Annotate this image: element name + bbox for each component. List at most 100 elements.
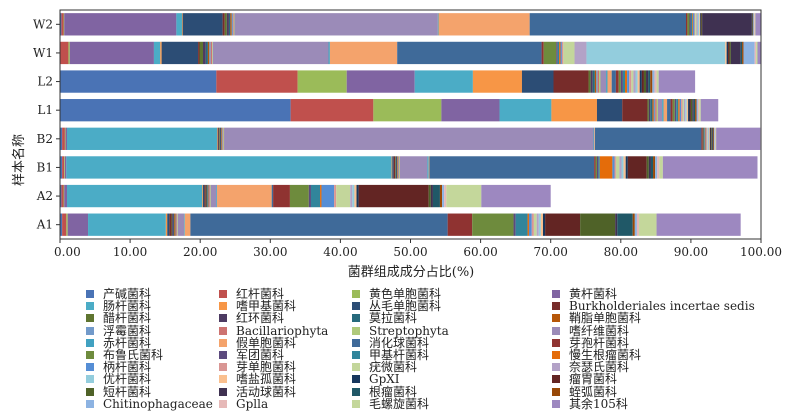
bar-segment-B1-11 bbox=[397, 156, 398, 179]
bar-segment-W2-38 bbox=[754, 13, 756, 36]
bar-segment-A2-29 bbox=[354, 184, 357, 208]
bar-segment-W2-7 bbox=[222, 13, 225, 36]
bar-segment-B2-25 bbox=[706, 127, 708, 150]
legend-swatch bbox=[552, 302, 560, 311]
legend-swatch bbox=[552, 363, 560, 372]
y-tick-label-L1: L1 bbox=[37, 103, 53, 117]
bar-segment-B1-6 bbox=[392, 156, 394, 179]
bar-segment-B2-13 bbox=[222, 127, 224, 150]
legend-swatch bbox=[352, 363, 360, 372]
bar-segment-W1-34 bbox=[740, 41, 743, 65]
legend-item: 慢生根瘤菌科 bbox=[552, 348, 641, 362]
bar-segment-W2-26 bbox=[695, 13, 697, 36]
legend-label: 短杆菌科 bbox=[103, 384, 152, 399]
bar-segment-W2-14 bbox=[233, 13, 235, 36]
bar-segment-L1-7 bbox=[622, 99, 648, 122]
bar-segment-L2-13 bbox=[597, 70, 600, 93]
bar-segment-L1-29 bbox=[686, 99, 689, 122]
bar-segment-B2-7 bbox=[218, 127, 220, 150]
bar-segment-W1-17 bbox=[329, 41, 398, 65]
legend-item: Chitinophagaceae bbox=[86, 397, 213, 411]
axes: W2 W1 L2 L1 B2 B1 A2 A10.00 10.00 20.00 30.00 40.00… bbox=[33, 9, 782, 259]
bar-segment-B2-15 bbox=[224, 127, 594, 150]
bar-segment-L2-16 bbox=[606, 70, 608, 93]
bar-segment-B1-31 bbox=[627, 156, 647, 179]
bar-segment-L2-9 bbox=[590, 70, 593, 93]
bar-segment-B1-7 bbox=[393, 156, 396, 179]
bar-segment-W1-4 bbox=[153, 41, 161, 65]
bar-segment-B1-5 bbox=[391, 156, 393, 179]
bar-segment-W2-2 bbox=[63, 13, 65, 36]
bar-segment-L2-22 bbox=[622, 70, 626, 93]
bar-segment-A1-15 bbox=[177, 213, 185, 236]
bar-segment-B1-12 bbox=[397, 156, 399, 179]
bar-segment-W2-10 bbox=[228, 13, 231, 36]
legend-swatch bbox=[352, 399, 360, 408]
bar-segment-A1-27 bbox=[536, 213, 539, 236]
bar-segment-L2-11 bbox=[594, 70, 597, 93]
bar-segment-L1-13 bbox=[655, 99, 657, 122]
bar-segment-A1-18 bbox=[190, 213, 448, 236]
legend-swatch bbox=[219, 387, 227, 396]
legend-label: 浮霉菌科 bbox=[103, 323, 152, 338]
bar-segment-A2-37 bbox=[444, 184, 447, 208]
legend-item: 丛毛单胞菌科 bbox=[352, 299, 441, 313]
bar-segment-W1-31 bbox=[728, 41, 730, 65]
legend-item: 甲基杆菌科 bbox=[352, 348, 429, 362]
bar-segment-B2-16 bbox=[593, 127, 595, 150]
bar-segment-W2-5 bbox=[181, 13, 183, 36]
legend-label: Bacillariophyta bbox=[236, 323, 329, 338]
bar-segment-B2-39 bbox=[716, 127, 761, 150]
legend-label: 黄色单胞菌科 bbox=[369, 287, 442, 301]
bar-segment-B2-27 bbox=[707, 127, 709, 150]
legend-swatch bbox=[219, 351, 227, 359]
bar-segment-B2-10 bbox=[220, 127, 222, 150]
bar-segment-L1-33 bbox=[692, 99, 694, 122]
bar-segment-L2-30 bbox=[639, 70, 642, 93]
bar-segment-A1-0 bbox=[60, 213, 63, 236]
bar-segment-W2-28 bbox=[697, 13, 700, 36]
bar-segment-W1-13 bbox=[210, 41, 213, 65]
bar-segment-L1-22 bbox=[676, 99, 679, 122]
bar-segment-L2-27 bbox=[633, 70, 636, 93]
bar-segment-A2-34 bbox=[432, 184, 440, 208]
bar-segment-B1-35 bbox=[653, 156, 656, 179]
bar-segment-L2-28 bbox=[635, 70, 638, 93]
bar-segment-W2-0 bbox=[60, 13, 62, 36]
legend-label: 嗜纤维菌科 bbox=[569, 323, 630, 338]
bar-segment-B1-24 bbox=[612, 156, 615, 179]
bar-segment-L1-32 bbox=[690, 99, 693, 122]
bar-segment-A1-3 bbox=[67, 213, 89, 236]
legend-label: 芽单胞菌科 bbox=[236, 360, 297, 375]
bar-segment-W2-20 bbox=[687, 13, 690, 36]
legend-item: 假单胞菌科 bbox=[219, 336, 296, 350]
bar-segment-A2-0 bbox=[60, 184, 62, 208]
bar-segment-A1-9 bbox=[172, 213, 174, 236]
bar-segment-L2-1 bbox=[216, 70, 298, 93]
legend-swatch bbox=[552, 375, 560, 384]
bar-segment-L2-33 bbox=[646, 70, 649, 93]
legend-item: Gplla bbox=[219, 397, 268, 411]
bar-segment-A1-4 bbox=[88, 213, 166, 236]
bar-segment-L1-39 bbox=[700, 99, 719, 122]
legend-swatch bbox=[552, 399, 560, 408]
bar-segment-W1-6 bbox=[161, 41, 199, 65]
bar-segment-L1-18 bbox=[667, 99, 671, 122]
bar-segment-A1-1 bbox=[62, 213, 67, 236]
bar-segment-W1-15 bbox=[212, 41, 329, 65]
legend-item: 芽孢杆菌科 bbox=[552, 336, 629, 350]
legend-label: 假单胞菌科 bbox=[236, 335, 297, 350]
bar-segment-W2-36 bbox=[753, 13, 754, 36]
bar-segment-B1-19 bbox=[594, 156, 596, 179]
bar-segment-L1-11 bbox=[652, 99, 654, 122]
bar-segment-B1-13 bbox=[398, 156, 400, 179]
bar-segment-A2-32 bbox=[428, 184, 431, 208]
bar-segment-L1-38 bbox=[699, 99, 701, 122]
legend-item: 赤杆菌科 bbox=[86, 336, 151, 350]
bar-segment-B2-37 bbox=[714, 127, 716, 150]
bar-segment-L1-14 bbox=[656, 99, 658, 122]
bar-segment-B2-1 bbox=[62, 127, 65, 150]
legend-item: Burkholderiales incertae sedis bbox=[552, 299, 755, 313]
bar-segment-L1-15 bbox=[657, 99, 663, 122]
bar-segment-B1-8 bbox=[395, 156, 396, 179]
